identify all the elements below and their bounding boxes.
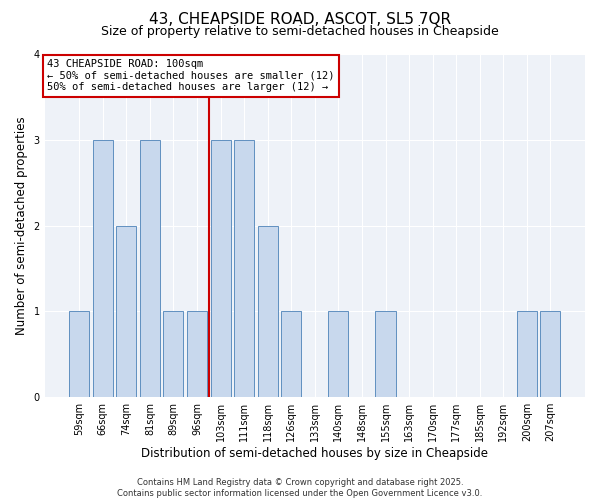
Bar	[376, 312, 395, 397]
Bar	[116, 226, 136, 397]
Text: Contains HM Land Registry data © Crown copyright and database right 2025.
Contai: Contains HM Land Registry data © Crown c…	[118, 478, 482, 498]
X-axis label: Distribution of semi-detached houses by size in Cheapside: Distribution of semi-detached houses by …	[142, 447, 488, 460]
Bar	[258, 226, 278, 397]
Bar	[328, 312, 349, 397]
Bar	[69, 312, 89, 397]
Bar	[541, 312, 560, 397]
Bar	[187, 312, 207, 397]
Bar	[140, 140, 160, 397]
Text: 43, CHEAPSIDE ROAD, ASCOT, SL5 7QR: 43, CHEAPSIDE ROAD, ASCOT, SL5 7QR	[149, 12, 451, 28]
Text: Size of property relative to semi-detached houses in Cheapside: Size of property relative to semi-detach…	[101, 25, 499, 38]
Bar	[281, 312, 301, 397]
Bar	[234, 140, 254, 397]
Bar	[163, 312, 184, 397]
Y-axis label: Number of semi-detached properties: Number of semi-detached properties	[15, 116, 28, 335]
Text: 43 CHEAPSIDE ROAD: 100sqm
← 50% of semi-detached houses are smaller (12)
50% of : 43 CHEAPSIDE ROAD: 100sqm ← 50% of semi-…	[47, 59, 335, 92]
Bar	[517, 312, 537, 397]
Bar	[211, 140, 230, 397]
Bar	[93, 140, 113, 397]
